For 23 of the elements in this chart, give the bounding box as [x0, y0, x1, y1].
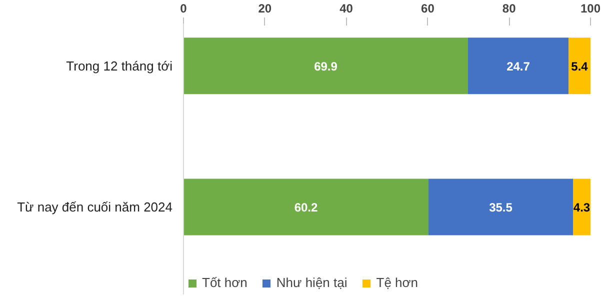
- x-tick-label: 100: [580, 2, 601, 16]
- y-tick-label: Từ nay đến cuối năm 2024: [17, 199, 173, 214]
- data-label: 24.7: [506, 59, 530, 74]
- bar: [428, 178, 573, 236]
- data-label: 4.3: [573, 200, 590, 214]
- x-tick-label: 60: [421, 2, 435, 16]
- data-label: 60.2: [294, 200, 318, 214]
- y-tick-label: Trong 12 tháng tới: [66, 58, 173, 74]
- data-label: 69.9: [314, 59, 338, 74]
- legend-label: Tệ hơn: [376, 275, 418, 290]
- bar: [468, 38, 569, 94]
- legend-label: Tốt hơn: [202, 275, 248, 290]
- legend-label: Như hiện tại: [276, 275, 348, 290]
- bar: [184, 38, 468, 94]
- x-tick-label: 40: [340, 2, 354, 16]
- data-label: 5.4: [571, 59, 588, 74]
- bar: [573, 178, 590, 236]
- bar: [184, 178, 429, 236]
- x-tick-label: 80: [502, 2, 516, 16]
- bar: [568, 38, 590, 94]
- x-tick-label: 20: [258, 2, 272, 16]
- x-tick-label: 0: [180, 2, 188, 16]
- data-label: 35.5: [489, 200, 513, 214]
